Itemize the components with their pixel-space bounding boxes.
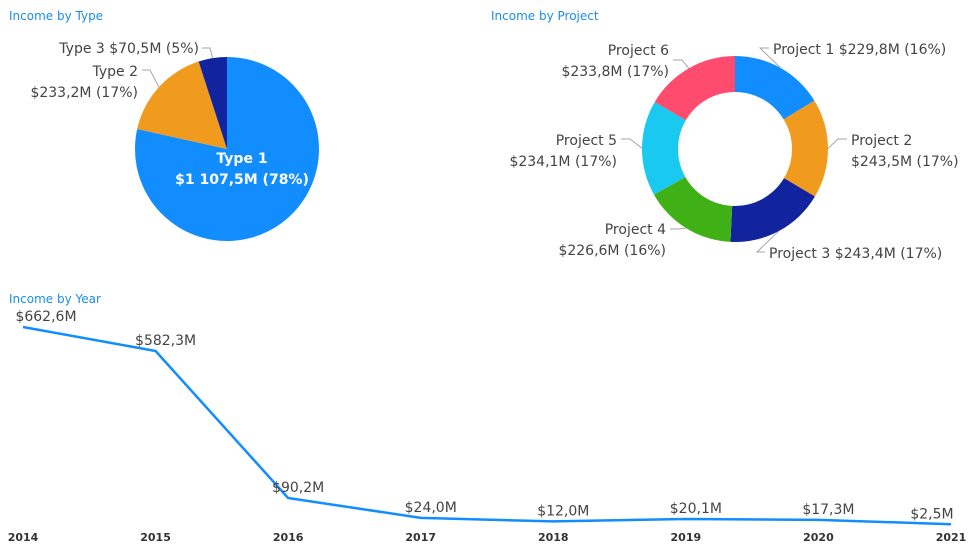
- pie-label-type-2-value: $233,2M (17%): [30, 85, 138, 101]
- line-data-label-2014: $662,6M: [15, 309, 76, 325]
- donut-slice-project-2: [783, 100, 828, 197]
- donut-label-project-6-value: $233,8M (17%): [561, 64, 669, 80]
- leader-project-3: [755, 230, 780, 253]
- x-tick-2018: 2018: [538, 531, 569, 544]
- income-by-year-title: Income by Year: [9, 292, 101, 306]
- leader-project-2: [827, 138, 847, 149]
- leader-project-6: [673, 59, 690, 69]
- income-line: [22, 325, 952, 526]
- x-tick-2015: 2015: [140, 531, 171, 544]
- pie-slice-type-3: [198, 57, 227, 149]
- donut-label-project-4-value: $226,6M (16%): [558, 243, 666, 259]
- donut-slice-project-1: [735, 56, 815, 120]
- line-data-label-2021: $2,5M: [910, 506, 953, 522]
- donut-label-project-4-name: Project 4: [605, 222, 666, 238]
- line-data-label-2018: $12,0M: [537, 503, 589, 519]
- x-tick-2014: 2014: [8, 531, 39, 544]
- line-data-label-2017: $24,0M: [405, 500, 457, 516]
- x-tick-2016: 2016: [273, 531, 304, 544]
- donut-label-project-2-name: Project 2: [851, 133, 912, 149]
- donut-label-project-3: Project 3 $243,4M (17%): [769, 246, 942, 262]
- x-tick-2021: 2021: [936, 531, 967, 544]
- donut-label-project-1: Project 1 $229,8M (16%): [773, 42, 946, 58]
- x-tick-2019: 2019: [671, 531, 702, 544]
- donut-label-project-2-value: $243,5M (17%): [851, 154, 959, 170]
- donut-slice-project-6: [654, 56, 735, 121]
- leader-type-2: [142, 69, 160, 88]
- leader-project-4: [670, 227, 687, 230]
- pie-slice-type-2: [137, 61, 227, 149]
- donut-label-project-5-value: $234,1M (17%): [509, 154, 617, 170]
- x-tick-2020: 2020: [803, 531, 834, 544]
- pie-label-type-2-name: Type 2: [91, 64, 138, 80]
- income-by-type-title: Income by Type: [9, 9, 104, 23]
- donut-slice-project-4: [653, 176, 733, 242]
- leader-type-3: [202, 47, 214, 59]
- pie-label-type-1-name: Type 1: [216, 151, 267, 167]
- donut-slice-project-5: [641, 101, 686, 195]
- line-data-label-2019: $20,1M: [670, 501, 722, 517]
- donut-label-project-6-name: Project 6: [608, 43, 669, 59]
- line-data-label-2015: $582,3M: [135, 333, 196, 349]
- pie-label-type-3: Type 3 $70,5M (5%): [58, 41, 199, 57]
- donut-label-project-5-name: Project 5: [556, 133, 617, 149]
- leader-project-1: [758, 47, 781, 69]
- donut-slice-project-3: [730, 178, 815, 242]
- pie-label-type-1-value: $1 107,5M (78%): [175, 172, 309, 188]
- line-data-label-2016: $90,2M: [272, 480, 324, 496]
- leader-project-5: [621, 138, 643, 149]
- income-by-project-title: Income by Project: [491, 9, 599, 23]
- x-tick-2017: 2017: [405, 531, 436, 544]
- line-data-label-2020: $17,3M: [802, 502, 854, 518]
